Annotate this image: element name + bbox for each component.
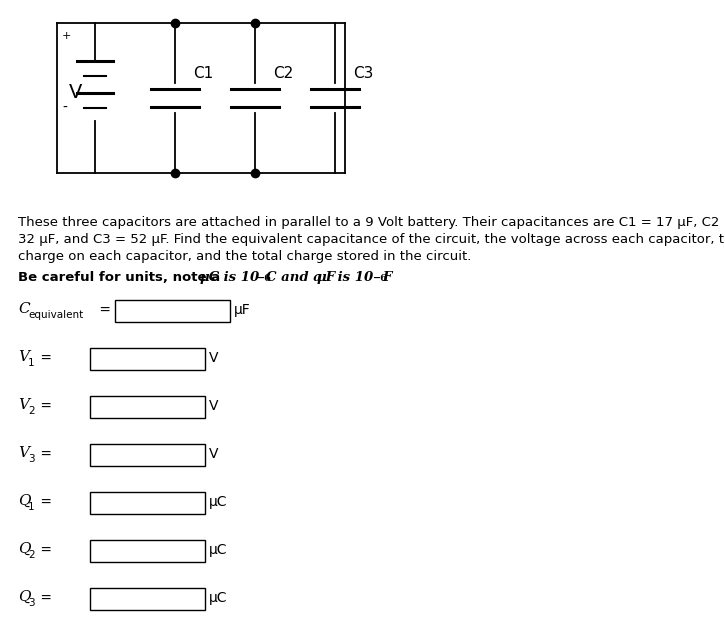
Text: μC: μC xyxy=(200,271,220,284)
Text: V: V xyxy=(18,350,29,364)
Text: μC: μC xyxy=(209,591,228,605)
Text: 3: 3 xyxy=(28,454,35,464)
Text: =: = xyxy=(36,495,52,509)
Text: μF: μF xyxy=(234,303,251,317)
Text: V: V xyxy=(209,399,218,413)
Text: V: V xyxy=(18,446,29,460)
Text: 1: 1 xyxy=(28,502,35,512)
FancyBboxPatch shape xyxy=(90,492,205,514)
FancyBboxPatch shape xyxy=(90,348,205,370)
Text: −6: −6 xyxy=(373,274,388,283)
FancyBboxPatch shape xyxy=(90,588,205,610)
Text: -: - xyxy=(62,101,67,115)
Text: μF: μF xyxy=(317,271,336,284)
Text: V: V xyxy=(70,83,83,102)
Text: V: V xyxy=(18,398,29,412)
Text: =: = xyxy=(36,351,52,365)
Text: 1: 1 xyxy=(28,358,35,368)
Text: =: = xyxy=(36,591,52,605)
Text: 3: 3 xyxy=(28,598,35,608)
Text: C3: C3 xyxy=(353,66,373,81)
Text: =: = xyxy=(36,447,52,461)
Text: 2: 2 xyxy=(28,550,35,560)
Text: Q: Q xyxy=(18,590,30,604)
Text: Q: Q xyxy=(18,542,30,556)
Text: μC: μC xyxy=(209,495,228,509)
FancyBboxPatch shape xyxy=(90,396,205,418)
Text: =: = xyxy=(95,303,111,317)
Text: V: V xyxy=(209,447,218,461)
Text: =: = xyxy=(36,543,52,557)
Text: 32 μF, and C3 = 52 μF. Find the equivalent capacitance of the circuit, the volta: 32 μF, and C3 = 52 μF. Find the equivale… xyxy=(18,233,725,246)
Text: equivalent: equivalent xyxy=(28,310,83,320)
Text: C and a: C and a xyxy=(266,271,326,284)
Text: F: F xyxy=(382,271,392,284)
Text: These three capacitors are attached in parallel to a 9 Volt battery. Their capac: These three capacitors are attached in p… xyxy=(18,216,725,229)
Text: is 10: is 10 xyxy=(219,271,260,284)
Text: =: = xyxy=(36,399,52,413)
FancyBboxPatch shape xyxy=(90,540,205,562)
Text: C2: C2 xyxy=(273,66,293,81)
Text: C1: C1 xyxy=(193,66,213,81)
Text: V: V xyxy=(209,351,218,365)
FancyBboxPatch shape xyxy=(90,444,205,466)
Text: charge on each capacitor, and the total charge stored in the circuit.: charge on each capacitor, and the total … xyxy=(18,250,471,263)
Text: 2: 2 xyxy=(28,406,35,416)
Text: −6: −6 xyxy=(257,274,272,283)
Text: Q: Q xyxy=(18,494,30,508)
Text: +: + xyxy=(62,31,71,41)
Text: is 10: is 10 xyxy=(333,271,373,284)
FancyBboxPatch shape xyxy=(115,300,230,322)
Text: C: C xyxy=(18,302,30,316)
Text: Be careful for units, note a: Be careful for units, note a xyxy=(18,271,225,284)
Text: μC: μC xyxy=(209,543,228,557)
